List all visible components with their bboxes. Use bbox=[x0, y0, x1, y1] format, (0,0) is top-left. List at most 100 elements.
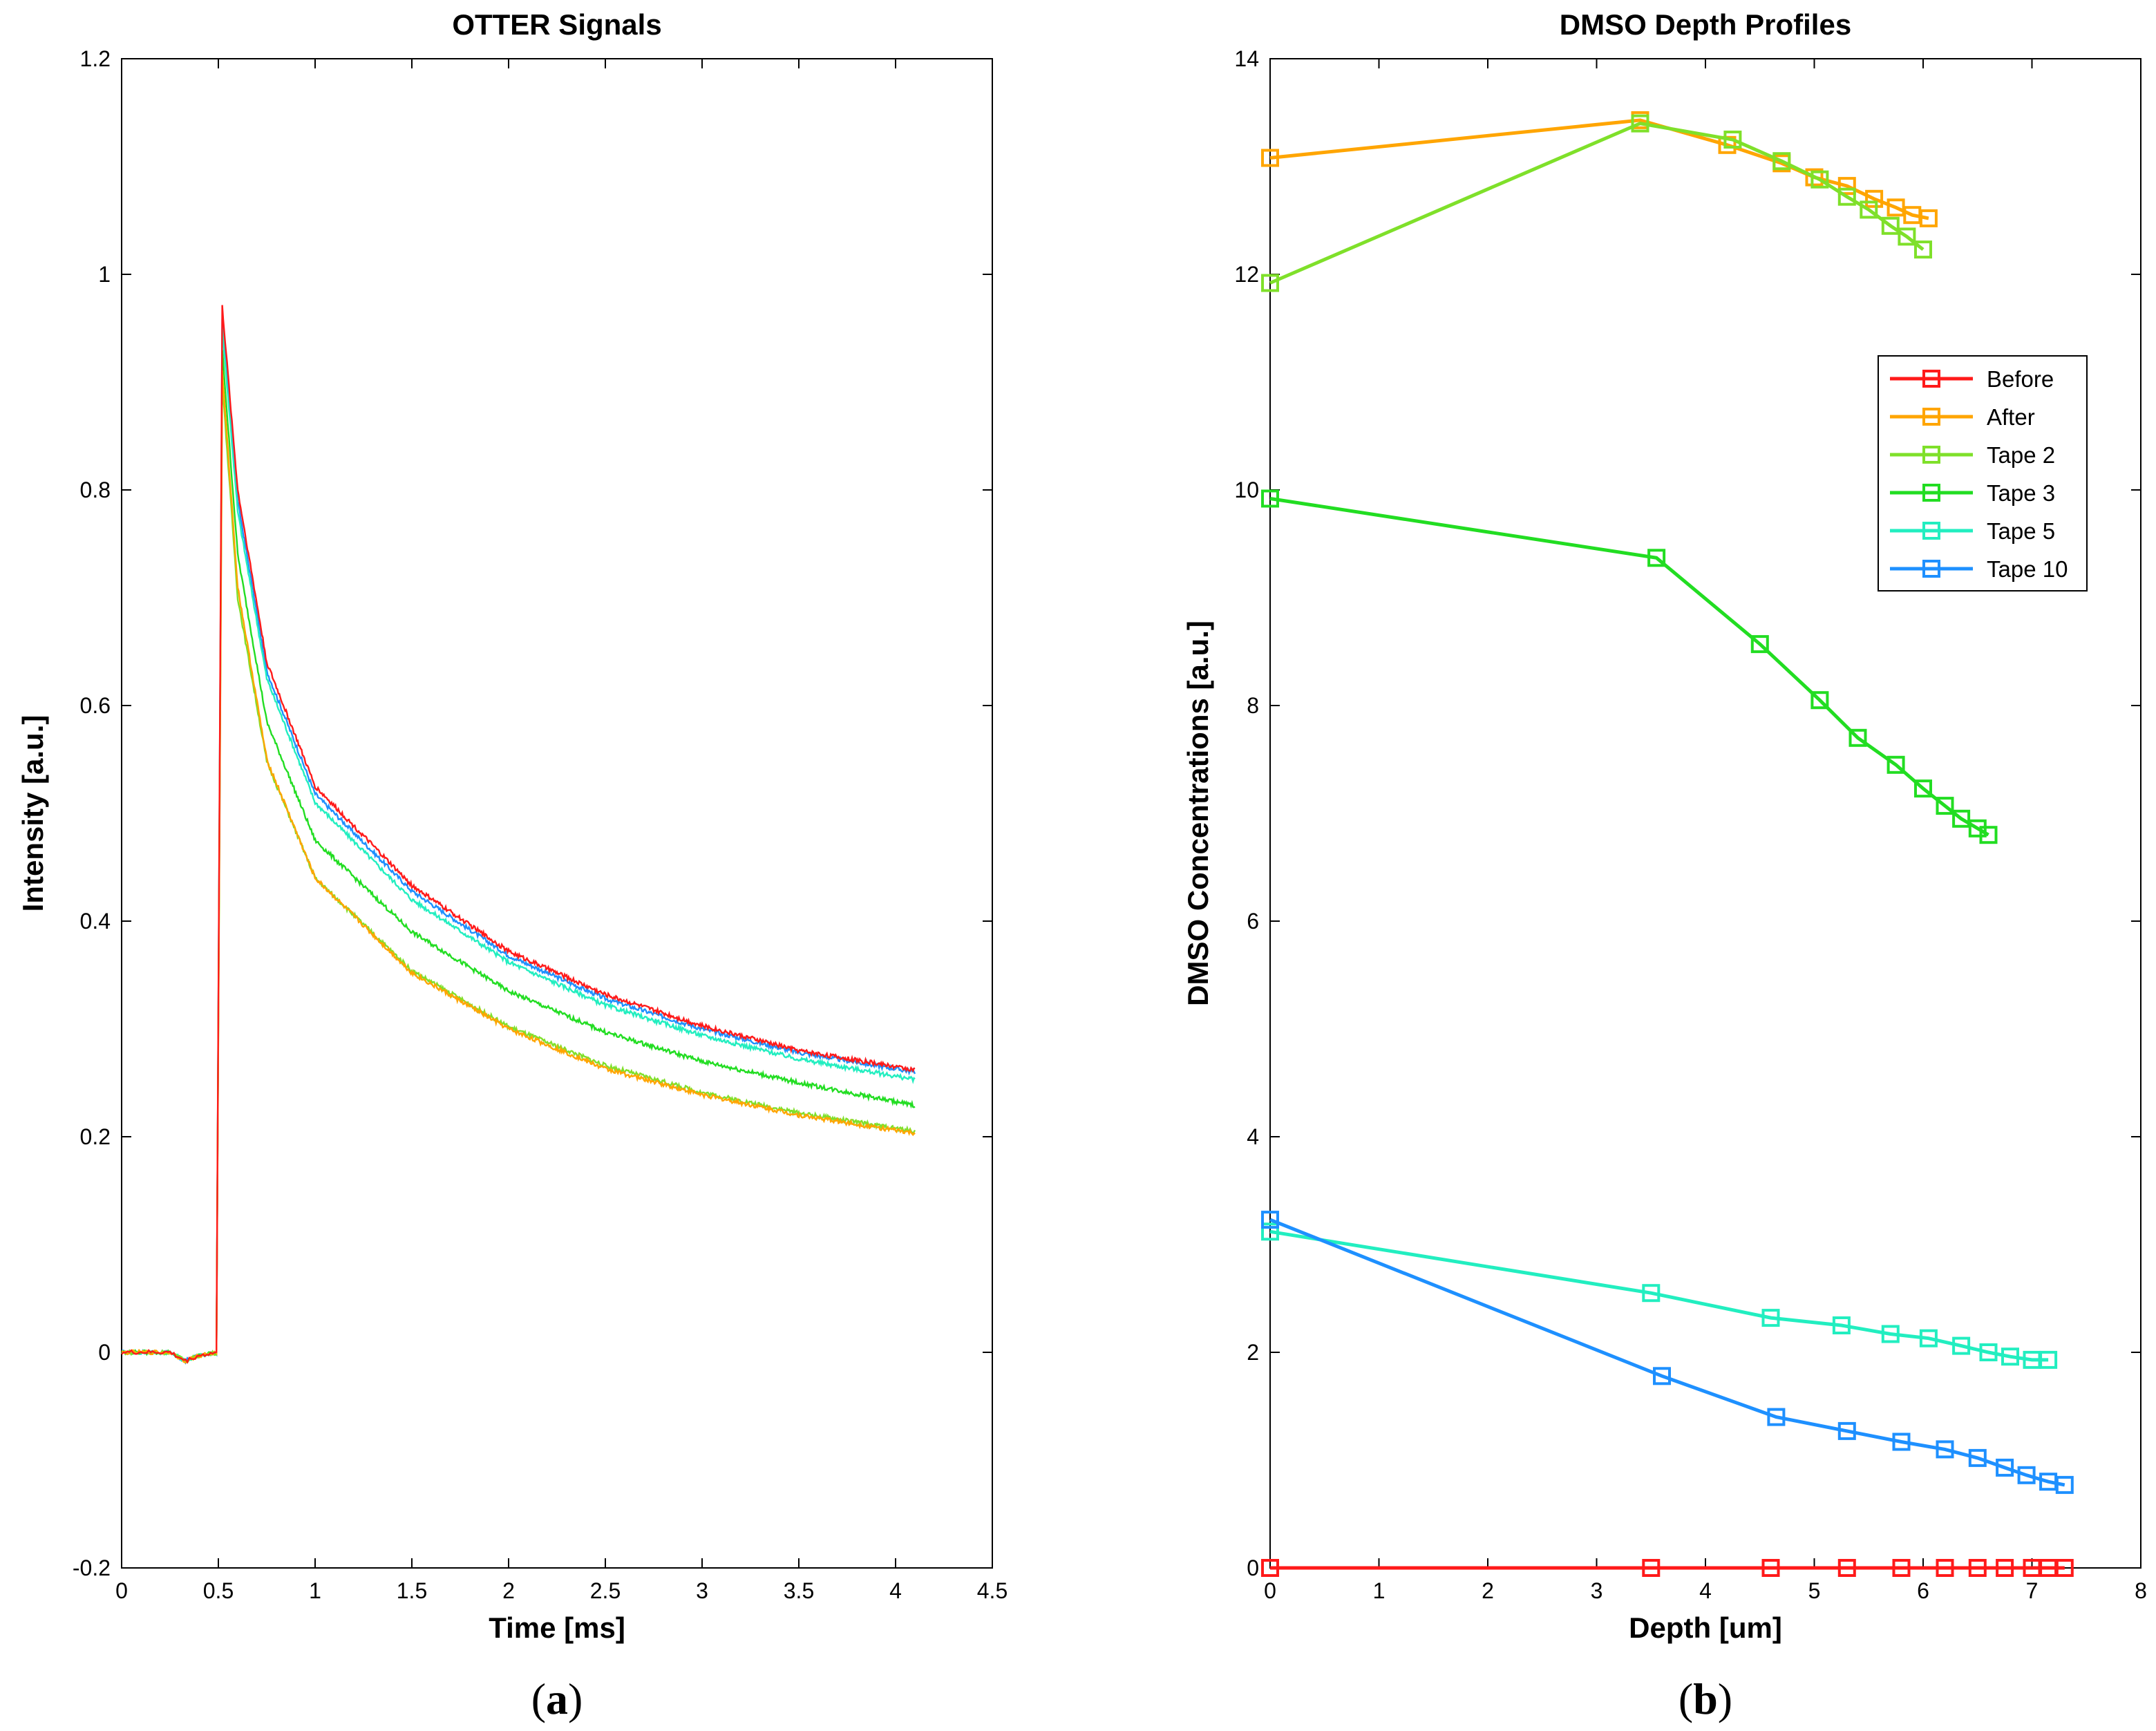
dmso-marker-before bbox=[1892, 1559, 1911, 1577]
legend-label-before: Before bbox=[1987, 366, 2054, 392]
dmso-marker-before bbox=[1261, 1559, 1279, 1577]
dmso-marker-tape-10 bbox=[2017, 1466, 2036, 1484]
dmso-plot-area bbox=[1269, 58, 2141, 1569]
y-tick-label: 14 bbox=[1234, 46, 1259, 71]
y-tick-label: 0.4 bbox=[80, 909, 111, 934]
x-tick-label: 6 bbox=[1917, 1578, 1929, 1603]
x-tick-label: 2 bbox=[502, 1578, 515, 1603]
dmso-marker-before bbox=[2055, 1559, 2074, 1577]
y-tick-label: -0.2 bbox=[73, 1555, 111, 1580]
legend-label-tape-10: Tape 10 bbox=[1987, 556, 2068, 582]
otter-line-tape-3 bbox=[121, 350, 916, 1364]
dmso-marker-tape-2 bbox=[1772, 152, 1791, 171]
dmso-marker-before bbox=[1761, 1559, 1780, 1577]
dmso-marker-tape-3 bbox=[1886, 755, 1905, 774]
dmso-marker-after bbox=[1919, 209, 1938, 227]
legend-marker-tape-10 bbox=[1922, 560, 1940, 578]
dmso-x-tick-labels: 0 1 2 3 4 5 6 7 8 bbox=[1264, 1578, 2147, 1603]
dmso-x-axis-label: Depth [um] bbox=[1629, 1611, 1782, 1644]
dmso-marker-tape-2 bbox=[1898, 227, 1916, 246]
dmso-series-lines bbox=[1261, 111, 2074, 1577]
dmso-marker-tape-5 bbox=[1919, 1329, 1938, 1347]
dmso-marker-tape-3 bbox=[1750, 635, 1769, 654]
x-tick-label: 7 bbox=[2026, 1578, 2039, 1603]
otter-y-axis-label: Intensity [a.u.] bbox=[17, 715, 49, 912]
dmso-marker-tape-5 bbox=[1261, 1222, 1279, 1241]
otter-series-lines bbox=[120, 305, 916, 1365]
dmso-marker-before bbox=[1837, 1559, 1856, 1577]
dmso-marker-tape-10 bbox=[2055, 1475, 2074, 1494]
x-tick-label: 4.5 bbox=[977, 1578, 1008, 1603]
otter-x-axis-label: Time [ms] bbox=[489, 1611, 625, 1644]
otter-line-tape-5 bbox=[120, 328, 916, 1364]
dmso-marker-tape-10 bbox=[1968, 1448, 1987, 1467]
dmso-marker-tape-5 bbox=[1642, 1284, 1661, 1303]
dmso-marker-before bbox=[1996, 1559, 2014, 1577]
dmso-marker-tape-3 bbox=[1810, 691, 1829, 710]
dmso-marker-tape-2 bbox=[1631, 114, 1649, 133]
x-tick-label: 4 bbox=[1699, 1578, 1712, 1603]
dmso-marker-tape-5 bbox=[1952, 1336, 1971, 1355]
legend-marker-tape-5 bbox=[1922, 522, 1940, 540]
dmso-marker-before bbox=[1642, 1559, 1661, 1577]
dmso-marker-after bbox=[1261, 149, 1279, 167]
dmso-marker-tape-10 bbox=[1261, 1211, 1279, 1229]
otter-chart-title: OTTER Signals bbox=[452, 8, 661, 41]
legend-marker-tape-2 bbox=[1922, 446, 1940, 464]
x-tick-label: 0 bbox=[1264, 1578, 1276, 1603]
x-tick-label: 0 bbox=[115, 1578, 128, 1603]
otter-y-tick-labels: -0.2 0 0.2 0.4 0.6 0.8 1 1.2 bbox=[73, 46, 111, 1580]
y-tick-label: 0 bbox=[1247, 1555, 1259, 1580]
dmso-marker-after bbox=[1805, 168, 1824, 187]
dmso-marker-tape-3 bbox=[1261, 489, 1279, 508]
y-tick-label: 1.2 bbox=[80, 46, 111, 71]
x-tick-label: 1.5 bbox=[397, 1578, 427, 1603]
legend-box bbox=[1878, 355, 2088, 592]
dmso-marker-tape-10 bbox=[1892, 1432, 1911, 1451]
x-tick-label: 2.5 bbox=[590, 1578, 621, 1603]
dmso-line-tape-3 bbox=[1269, 497, 1989, 837]
otter-plot-area bbox=[121, 58, 993, 1569]
y-tick-label: 1 bbox=[98, 262, 111, 287]
x-tick-label: 5 bbox=[1808, 1578, 1821, 1603]
dmso-marker-tape-10 bbox=[1837, 1421, 1856, 1440]
x-tick-label: 8 bbox=[2135, 1578, 2147, 1603]
dmso-marker-tape-3 bbox=[1979, 826, 1998, 844]
dmso-marker-after bbox=[1837, 177, 1856, 196]
legend-marker-before bbox=[1922, 370, 1940, 388]
dmso-marker-tape-2 bbox=[1860, 200, 1878, 219]
dmso-chart-title: DMSO Depth Profiles bbox=[1560, 8, 1851, 41]
y-tick-label: 8 bbox=[1247, 693, 1259, 718]
otter-x-tick-labels: 0 0.5 1 1.5 2 2.5 3 3.5 4 4.5 bbox=[115, 1578, 1008, 1603]
dmso-marker-before bbox=[1968, 1559, 1987, 1577]
legend-label-tape-2: Tape 2 bbox=[1987, 442, 2055, 468]
otter-tick-marks bbox=[121, 58, 993, 1569]
dmso-y-axis-label: DMSO Concentrations [a.u.] bbox=[1182, 621, 1214, 1006]
y-tick-label: 10 bbox=[1234, 477, 1259, 502]
panel-label-a: (a) bbox=[531, 1674, 583, 1723]
otter-line-before bbox=[121, 305, 916, 1364]
x-tick-label: 2 bbox=[1482, 1578, 1494, 1603]
dmso-marker-tape-2 bbox=[1837, 187, 1856, 206]
y-tick-label: 12 bbox=[1234, 262, 1259, 287]
dmso-marker-tape-5 bbox=[2001, 1347, 2019, 1366]
dmso-marker-tape-2 bbox=[1914, 240, 1932, 259]
dmso-y-tick-labels: 0 2 4 6 8 10 12 14 bbox=[1234, 46, 1259, 1580]
otter-line-after bbox=[121, 370, 916, 1364]
dmso-marker-tape-5 bbox=[1979, 1343, 1998, 1361]
dmso-marker-tape-2 bbox=[1723, 131, 1742, 149]
dmso-marker-tape-10 bbox=[1996, 1458, 2014, 1477]
dmso-marker-tape-5 bbox=[1832, 1316, 1851, 1334]
dmso-marker-tape-2 bbox=[1881, 216, 1900, 235]
dmso-marker-tape-5 bbox=[1761, 1309, 1780, 1327]
dmso-marker-tape-10 bbox=[1653, 1367, 1671, 1385]
dmso-marker-tape-5 bbox=[1881, 1325, 1900, 1343]
y-tick-label: 0.2 bbox=[80, 1124, 111, 1149]
panel-label-b: (b) bbox=[1679, 1674, 1732, 1723]
x-tick-label: 1 bbox=[1373, 1578, 1386, 1603]
legend-label-tape-3: Tape 3 bbox=[1987, 480, 2055, 506]
legend-marker-tape-3 bbox=[1922, 484, 1940, 502]
dmso-marker-tape-2 bbox=[1261, 274, 1279, 292]
dmso-marker-tape-2 bbox=[1810, 170, 1829, 189]
